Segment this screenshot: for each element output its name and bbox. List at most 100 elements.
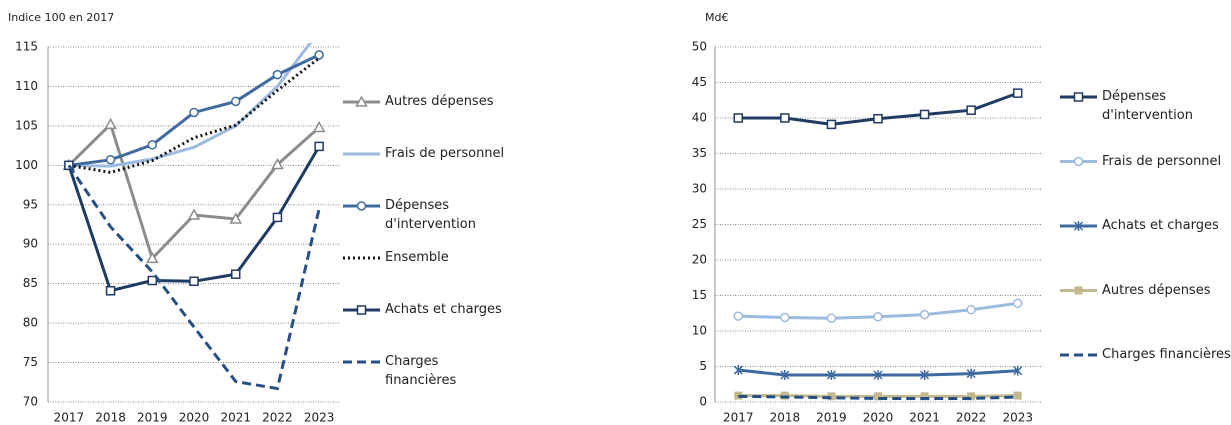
y-tick-label: 115 [15,40,38,54]
y-tick-label: 95 [23,197,38,211]
marker [1012,88,1023,98]
legend-label: Dépenses d'intervention [385,198,476,232]
marker [826,119,837,130]
marker [147,275,158,286]
marker [827,392,836,401]
marker [230,269,241,279]
marker [780,312,790,323]
marker [1074,286,1083,295]
y-tick-label: 70 [23,395,38,409]
marker [873,312,883,322]
series-line [68,56,321,174]
y-tick-label: 110 [15,79,38,93]
series-line [67,164,321,391]
x-tick-label: 2022 [956,411,987,425]
x-tick-label: 2017 [723,411,754,425]
marker [146,251,159,264]
y-tick-label: 20 [692,253,707,267]
y-tick-label: 5 [699,359,707,373]
marker [147,140,158,150]
legend-label: Frais de personnel [385,146,505,161]
marker [826,313,837,323]
marker [189,107,199,118]
marker [733,365,743,376]
legend-label: Autres dépenses [385,94,494,109]
marker [104,117,117,130]
x-tick-label: 2021 [909,411,940,425]
series-line [67,121,321,262]
marker [1073,156,1084,167]
marker [187,208,201,220]
y-tick-label: 80 [23,316,38,330]
legend-label: Dépenses d'intervention [1102,89,1193,123]
marker [314,141,324,152]
plot [733,88,1023,401]
legend-label: Autres dépenses [1102,282,1211,298]
x-tick-label: 2017 [54,411,85,425]
x-tick-label: 2022 [262,411,293,425]
marker [919,309,930,320]
marker [356,305,367,315]
x-tick-label: 2019 [816,411,847,425]
legend-label: Achats et charges [385,302,502,317]
marker [967,392,976,401]
marker [733,113,744,123]
marker [314,50,324,60]
marker [355,95,368,107]
y-tick-label: 25 [692,217,707,231]
marker [189,276,199,287]
y-axis-label: Indice 100 en 2017 [8,11,114,24]
y-tick-label: 50 [692,40,707,54]
y-tick-label: 15 [692,288,707,302]
legend-label: Charges financières [385,354,457,388]
marker [272,69,283,80]
marker [1073,92,1084,102]
marker [919,109,930,120]
marker [1073,221,1084,231]
y-tick-label: 100 [15,158,38,172]
marker [356,201,367,211]
x-tick-label: 2018 [770,411,801,425]
marker [873,370,883,381]
x-tick-label: 2019 [137,411,168,425]
y-tick-label: 40 [692,111,707,125]
marker [920,392,929,401]
marker [105,155,116,165]
legend-label: Charges financières [1102,347,1231,362]
y-tick-label: 90 [23,237,38,251]
plot [62,43,326,391]
marker [229,212,242,224]
x-tick-label: 2018 [95,411,126,425]
y-tick-label: 45 [692,75,707,89]
x-tick-label: 2020 [863,411,894,425]
series-line [738,394,1018,400]
marker [1013,391,1022,400]
y-tick-label: 105 [15,118,38,132]
y-tick-label: 30 [692,182,707,196]
marker [1013,365,1023,376]
marker [966,304,976,315]
y-tick-label: 35 [692,146,707,160]
legend-label: Ensemble [385,250,449,265]
marker [312,120,326,133]
marker [733,311,744,321]
marker [920,370,930,381]
x-tick-label: 2023 [1002,411,1033,425]
y-tick-label: 0 [699,395,707,409]
y-axis-label: Md€ [705,11,728,24]
marker [780,113,790,123]
y-tick-label: 10 [692,324,707,338]
marker [966,368,976,379]
x-tick-label: 2020 [179,411,210,425]
marker [826,370,836,381]
legend-label: Frais de personnel [1102,153,1222,169]
marker [1012,298,1023,309]
legend-label: Achats et charges [1102,218,1219,233]
marker [272,212,283,223]
series-line [68,43,313,168]
marker [873,113,883,124]
x-tick-label: 2021 [220,411,251,425]
marker [874,392,882,401]
marker [105,286,116,296]
